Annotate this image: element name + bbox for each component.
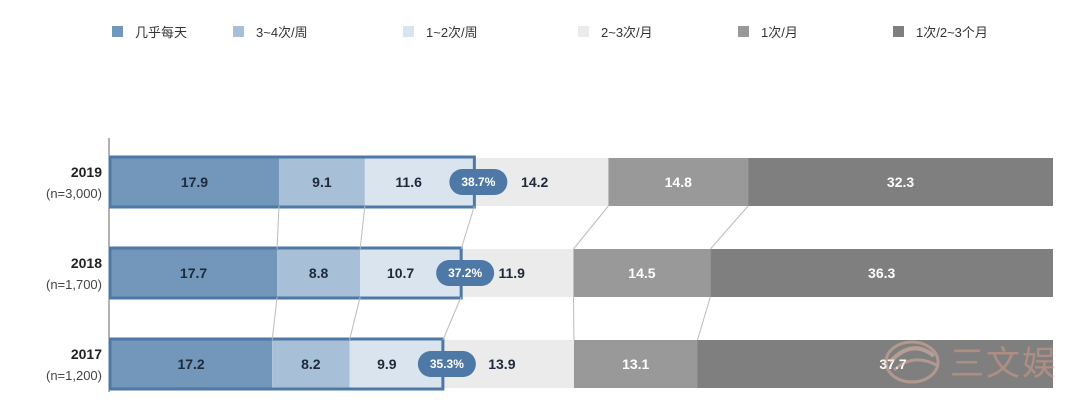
bar-segment [278,158,365,206]
data-label: 8.2 [301,356,321,372]
legend-swatch [112,25,123,37]
legend-label: 1次/2~3个月 [916,24,988,40]
category-year-label: 2018 [71,255,102,271]
data-label: 37.7 [879,356,906,372]
connector-line [276,205,280,250]
bar-segment [573,340,698,388]
bar-segment [748,158,1053,206]
data-label: 13.9 [488,356,515,372]
data-label: 32.3 [887,174,914,190]
legend-label: 2~3次/月 [601,24,653,40]
legend-item: 1次/月 [738,22,798,40]
legend-swatch [403,25,414,37]
legend-swatch [893,25,904,37]
data-label: 11.9 [498,265,525,281]
data-label: 9.9 [377,356,397,372]
bar-segment [277,249,361,297]
legend-label: 1~2次/周 [426,24,478,40]
bar-segment [110,340,273,388]
data-label: 14.2 [521,174,548,190]
highlight-total-badge [436,260,495,286]
data-label: 9.1 [312,174,332,190]
legend-item: 3~4次/周 [233,22,308,40]
category-n-label: (n=3,000) [46,186,102,201]
legend-item: 1次/2~3个月 [893,22,988,40]
highlight-total-badge [417,351,476,377]
connector-line [442,296,462,341]
connector-line [709,205,749,250]
data-label: 14.5 [628,265,655,281]
connector-line [271,296,278,341]
bar-segment [710,249,1053,297]
legend-swatch [578,25,589,37]
bar-segment [272,340,350,388]
data-label: 17.9 [181,174,208,190]
connector-line [359,205,366,250]
legend-label: 3~4次/周 [256,24,308,40]
watermark-text: 三文娱 [950,344,1058,383]
highlight-total-label: 37.2% [448,266,482,280]
legend-label: 1次/月 [761,24,798,40]
highlight-total-label: 35.3% [430,357,464,371]
bar-segment [573,249,711,297]
category-year-label: 2019 [71,164,102,180]
category-n-label: (n=1,700) [46,277,102,292]
data-label: 8.8 [309,265,329,281]
legend-item: 2~3次/月 [578,22,653,40]
data-label: 36.3 [868,265,895,281]
legend-swatch [738,25,749,37]
legend-item: 几乎每天 [112,22,187,40]
bar-segment [697,340,1053,388]
bar-segment [110,249,278,297]
data-label: 17.2 [177,356,204,372]
watermark: 三文娱 [880,332,1058,388]
data-label: 10.7 [387,265,414,281]
bar-segment [110,158,279,206]
data-label: 17.7 [180,265,207,281]
connector-line [460,205,475,250]
connector-line [697,296,711,341]
category-year-label: 2017 [71,346,102,362]
connector-line [573,205,609,250]
connector-line [349,296,361,341]
highlight-total-label: 38.7% [461,175,495,189]
highlight-total-badge [449,169,508,195]
legend-item: 1~2次/周 [403,22,478,40]
legend-label: 几乎每天 [135,24,188,40]
watermark-logo-icon [884,340,940,384]
legend-swatch [233,25,244,37]
bar-segment [608,158,749,206]
legend: 几乎每天 3~4次/周 1~2次/周 2~3次/月 1次/月 1次/2~3个月 [0,0,1080,60]
data-label: 14.8 [665,174,692,190]
category-n-label: (n=1,200) [46,368,102,383]
data-label: 11.6 [395,174,422,190]
data-label: 13.1 [622,356,649,372]
